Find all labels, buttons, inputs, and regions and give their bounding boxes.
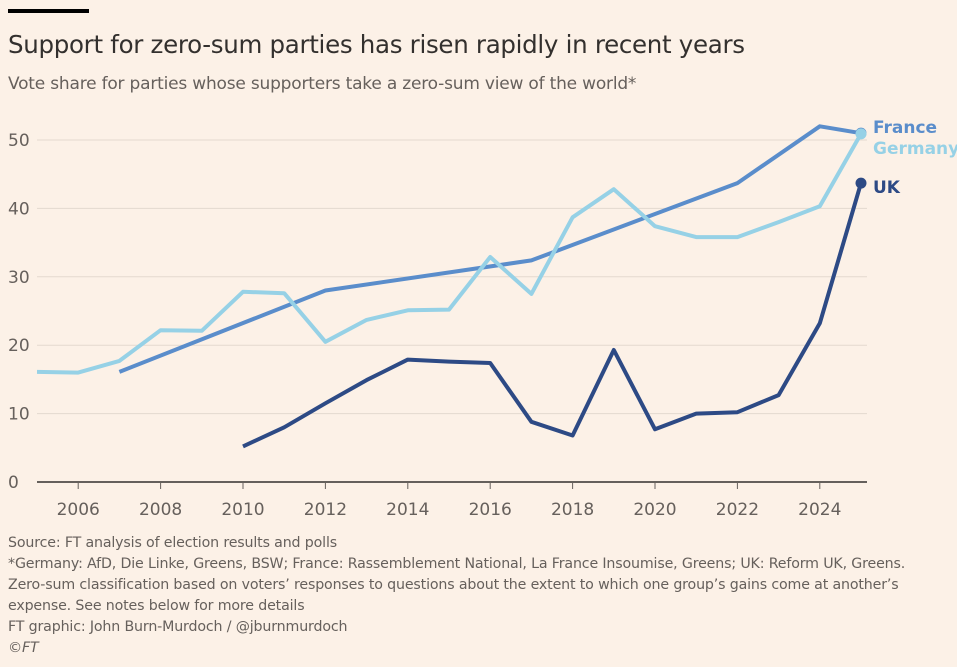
graphic-credit: FT graphic: John Burn-Murdoch / @jburnmu… bbox=[8, 619, 348, 635]
x-tick-label-2008: 2008 bbox=[139, 500, 182, 520]
footnote-classification-cont: expense. See notes below for more detail… bbox=[8, 598, 305, 614]
series-label-germany: Germany bbox=[873, 139, 957, 159]
y-tick-label-0: 0 bbox=[8, 473, 19, 493]
x-tick-label-2012: 2012 bbox=[304, 500, 347, 520]
copyright: ©FT bbox=[8, 640, 39, 656]
y-tick-label-50: 50 bbox=[8, 131, 30, 151]
chart-footer: Source: FT analysis of election results … bbox=[8, 533, 905, 659]
x-tick-label-2018: 2018 bbox=[551, 500, 594, 520]
series-line-germany bbox=[36, 132, 863, 375]
series-label-france: France bbox=[873, 118, 937, 138]
chart-subtitle: Vote share for parties whose supporters … bbox=[8, 74, 637, 94]
end-marker-uk bbox=[855, 177, 867, 189]
series-line-uk bbox=[242, 182, 863, 449]
x-axis: 2006 2008 2010 2012 2014 2016 2018 2020 2022 2024 bbox=[37, 481, 867, 520]
y-tick-label-40: 40 bbox=[8, 199, 30, 219]
line-chart: 0 10 20 30 40 50 2006 2008 2010 2012 2014 2016 2018… bbox=[8, 118, 957, 520]
series-line-france bbox=[118, 124, 862, 374]
series-label-uk: UK bbox=[873, 178, 901, 198]
y-axis-ticks: 0 10 20 30 40 50 bbox=[8, 131, 30, 493]
x-tick-label-2016: 2016 bbox=[469, 500, 512, 520]
y-tick-label-30: 30 bbox=[8, 268, 30, 288]
end-marker-germany bbox=[855, 128, 867, 140]
series-lines bbox=[36, 124, 867, 449]
ft-top-rule bbox=[8, 9, 89, 13]
y-tick-label-20: 20 bbox=[8, 336, 30, 356]
x-tick-label-2006: 2006 bbox=[57, 500, 100, 520]
chart-title: Support for zero-sum parties has risen r… bbox=[8, 30, 745, 59]
source-note: Source: FT analysis of election results … bbox=[8, 535, 337, 551]
x-tick-label-2024: 2024 bbox=[798, 500, 841, 520]
y-tick-label-10: 10 bbox=[8, 405, 30, 425]
x-tick-label-2014: 2014 bbox=[386, 500, 429, 520]
x-tick-label-2022: 2022 bbox=[716, 500, 759, 520]
x-tick-label-2010: 2010 bbox=[221, 500, 264, 520]
footnote-classification: Zero-sum classification based on voters’… bbox=[8, 577, 899, 593]
x-tick-label-2020: 2020 bbox=[633, 500, 676, 520]
footnote-parties: *Germany: AfD, Die Linke, Greens, BSW; F… bbox=[8, 556, 906, 572]
